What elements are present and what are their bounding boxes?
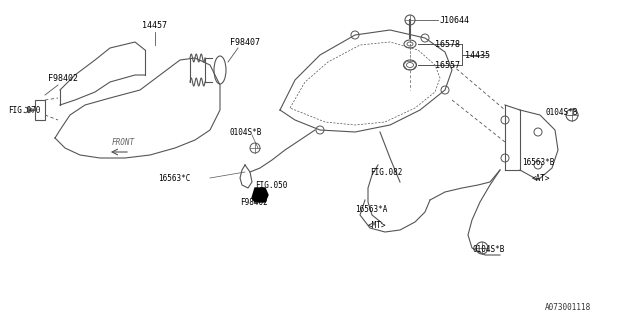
Text: <AT>: <AT>: [532, 173, 550, 182]
Text: FIG.050: FIG.050: [255, 180, 287, 189]
Text: 16563*B: 16563*B: [522, 157, 554, 166]
Text: F98407: F98407: [230, 37, 260, 46]
Text: F98402: F98402: [48, 74, 78, 83]
Text: FIG.082: FIG.082: [370, 167, 403, 177]
Text: FIG.070: FIG.070: [8, 106, 40, 115]
Text: FRONT: FRONT: [112, 138, 135, 147]
Text: J10644: J10644: [440, 15, 470, 25]
Text: 16563*A: 16563*A: [355, 205, 387, 214]
Text: 0104S*B: 0104S*B: [545, 108, 577, 116]
Text: A073001118: A073001118: [545, 303, 591, 313]
Bar: [35, 100, 45, 120]
Text: 16578: 16578: [435, 39, 460, 49]
Text: 16563*C: 16563*C: [158, 173, 190, 182]
Text: F98402: F98402: [240, 197, 268, 206]
Polygon shape: [252, 188, 268, 202]
Text: 16557: 16557: [435, 60, 460, 69]
Text: 0104S*B: 0104S*B: [230, 127, 262, 137]
Text: <MT>: <MT>: [368, 220, 387, 229]
Text: 0104S*B: 0104S*B: [472, 245, 504, 254]
Text: 14457: 14457: [142, 20, 167, 29]
Text: 14435: 14435: [465, 51, 490, 60]
